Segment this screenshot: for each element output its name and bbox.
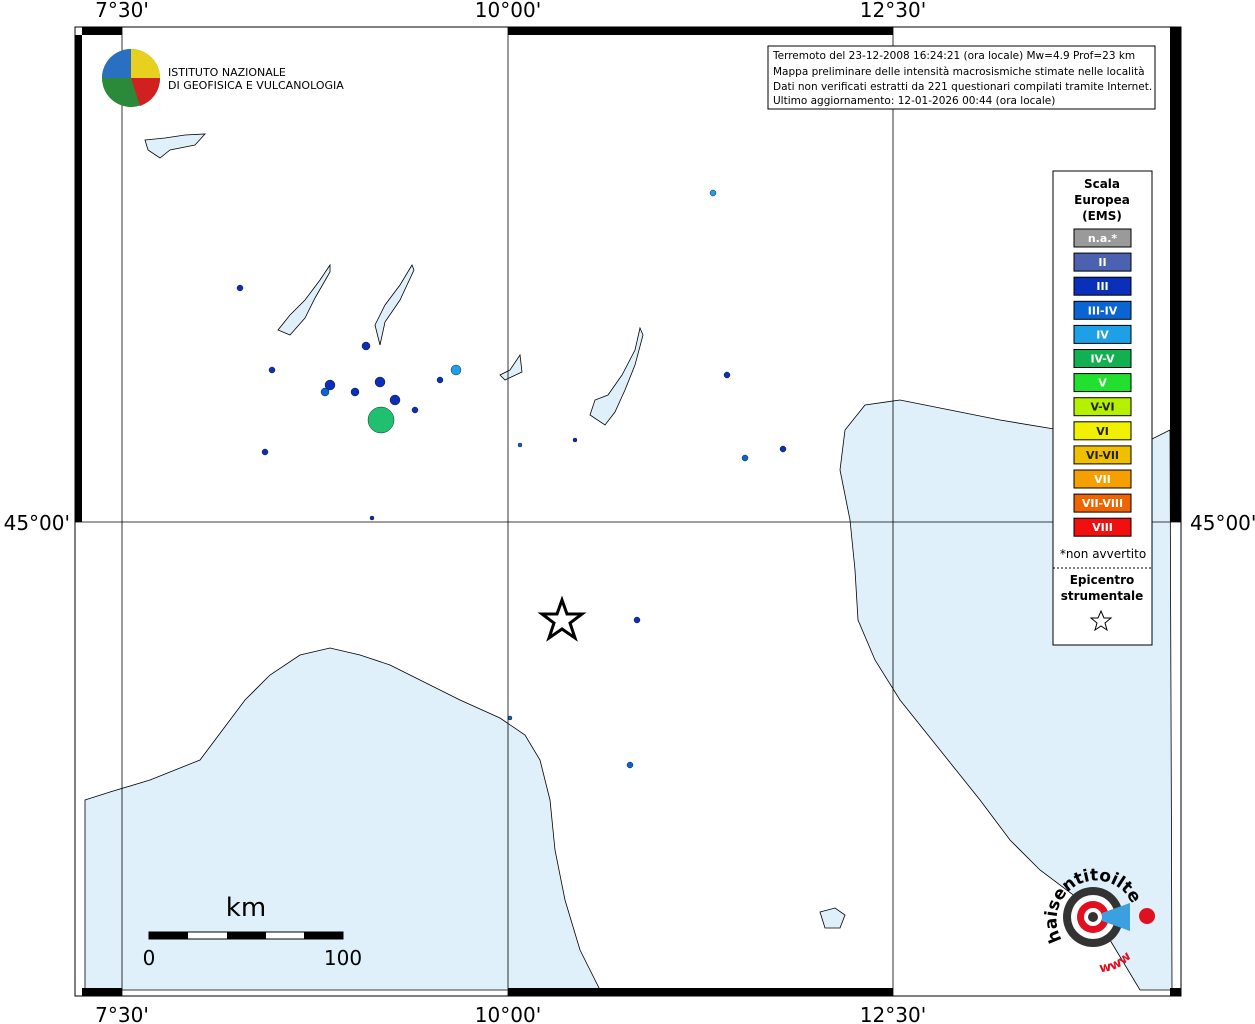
bottom-label: 10°00' xyxy=(475,1003,541,1024)
legend-title: Scala xyxy=(1084,177,1120,191)
top-label: 7°30' xyxy=(95,0,149,22)
info-box xyxy=(767,45,1156,110)
left-label: 45°00' xyxy=(4,511,70,535)
legend-label: VI-VII xyxy=(1086,449,1119,462)
lake xyxy=(277,263,331,336)
legend-label: III xyxy=(1096,280,1108,293)
legend-title: (EMS) xyxy=(1082,209,1122,223)
lake xyxy=(144,133,206,159)
legend-label: V xyxy=(1098,377,1107,390)
legend-swatch xyxy=(1073,421,1132,441)
legend-label: VII-VIII xyxy=(1082,497,1123,510)
logo-text: DI GEOFISICA E VULCANOLOGIA xyxy=(168,79,344,92)
info-line: Ultimo aggiornamento: 12-01-2026 00:44 (… xyxy=(773,95,1055,107)
legend-label: II xyxy=(1098,256,1106,269)
legend-label: n.a.* xyxy=(1088,232,1118,245)
info-line: Terremoto del 23-12-2008 16:24:21 (ora l… xyxy=(772,50,1135,62)
legend: Scala Europea (EMS) *non avvertito Epice… xyxy=(1052,170,1153,646)
frame xyxy=(74,26,1182,997)
legend-swatch xyxy=(1073,469,1132,489)
legend-swatch xyxy=(1073,517,1132,537)
legend-swatch xyxy=(1073,324,1132,344)
lake xyxy=(589,326,644,426)
legend-footnote: *non avvertito xyxy=(1060,547,1146,561)
top-label: 12°30' xyxy=(860,0,926,22)
legend-label: VI xyxy=(1096,425,1109,438)
legend-label: VII xyxy=(1094,473,1111,486)
legend-swatch xyxy=(1073,349,1132,368)
epicenter xyxy=(537,595,587,642)
legend-label: V-VI xyxy=(1090,401,1114,414)
info-line: Dati non verificati estratti da 221 ques… xyxy=(773,81,1152,93)
legend-label: III-IV xyxy=(1088,304,1118,317)
bottom-label: 12°30' xyxy=(860,1003,926,1024)
scale-label: 100 xyxy=(324,946,362,970)
epicenter-title: strumentale xyxy=(1061,589,1144,603)
legend-label: IV xyxy=(1096,328,1109,341)
island xyxy=(819,907,846,929)
legend-swatch xyxy=(1073,276,1132,296)
top-label: 10°00' xyxy=(475,0,541,22)
bottom-label: 7°30' xyxy=(95,1003,149,1024)
ingv-logo: ISTITUTO NAZIONALE DI GEOFISICA E VULCAN… xyxy=(102,49,344,107)
graticule xyxy=(75,27,1181,996)
legend-swatch xyxy=(1073,228,1132,248)
intensity-points xyxy=(236,189,787,769)
scale-unit: km xyxy=(226,893,266,923)
epicenter-title: Epicentro xyxy=(1070,573,1135,587)
legend-swatch xyxy=(1073,373,1132,393)
legend-label: VIII xyxy=(1092,521,1113,534)
legend-swatch xyxy=(1073,493,1132,513)
ligurian-sea xyxy=(84,647,601,991)
scale-bar: km 0 100 xyxy=(143,893,362,970)
legend-swatch xyxy=(1073,252,1132,272)
legend-title: Europea xyxy=(1074,193,1130,207)
legend-swatch xyxy=(1073,300,1132,320)
lake xyxy=(374,264,415,346)
right-label: 45°00' xyxy=(1190,511,1255,535)
logo-text: ISTITUTO NAZIONALE xyxy=(168,66,286,79)
scale-label: 0 xyxy=(143,946,156,970)
info-text: Terremoto del 23-12-2008 16:24:21 (ora l… xyxy=(772,50,1152,107)
legend-swatch xyxy=(1073,445,1132,465)
legend-swatch xyxy=(1073,397,1132,417)
info-line: Mappa preliminare delle intensità macros… xyxy=(773,66,1145,78)
legend-label: IV-V xyxy=(1090,353,1115,366)
